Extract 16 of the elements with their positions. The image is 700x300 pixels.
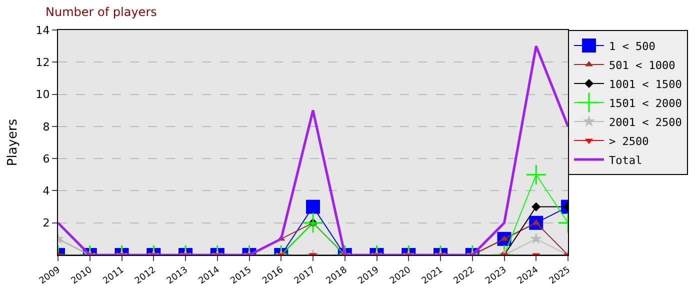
y-tick-label: 6	[42, 152, 50, 166]
legend-label: > 2500	[609, 134, 649, 148]
legend-label: Total	[609, 154, 642, 167]
y-axis-title: Players	[6, 118, 21, 166]
legend-label: 2001 < 2500	[609, 116, 682, 129]
legend-label: 501 < 1000	[609, 58, 676, 72]
legend-label: 1 < 500	[609, 40, 656, 53]
y-tick-label: 8	[42, 120, 50, 134]
y-tick-label: 14	[36, 24, 50, 37]
y-tick-label: 10	[36, 88, 50, 102]
legend-label: 1501 < 2000	[609, 96, 682, 110]
chart-title: Number of players	[46, 4, 157, 19]
legend-label: 1001 < 1500	[609, 78, 682, 91]
y-tick-label: 2	[42, 216, 50, 230]
y-tick-label: 12	[36, 56, 50, 69]
y-tick-label: 4	[42, 184, 50, 198]
